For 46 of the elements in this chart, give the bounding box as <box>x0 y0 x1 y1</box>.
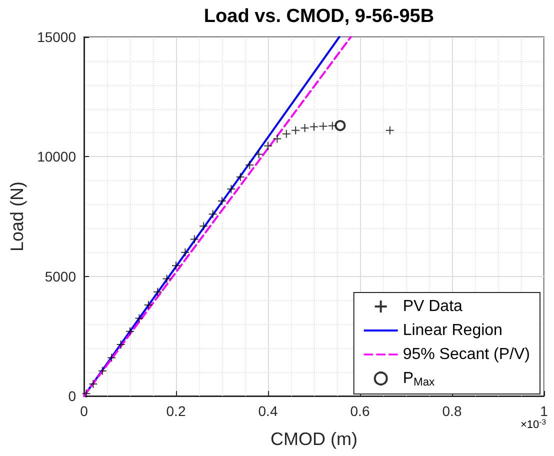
point <box>226 184 236 194</box>
x-axis-title: CMOD (m) <box>270 429 358 449</box>
point <box>264 141 272 150</box>
x-tick-label: 0.8 <box>442 403 462 419</box>
y-tick-label: 5000 <box>44 268 76 284</box>
point <box>300 123 310 132</box>
point <box>180 248 190 257</box>
point <box>282 129 291 138</box>
point <box>162 274 172 284</box>
x-tick-label: 1 <box>540 403 548 419</box>
point <box>116 340 126 350</box>
x-tick-label: 0.6 <box>350 403 370 419</box>
point <box>291 126 300 135</box>
point <box>88 380 98 389</box>
point <box>328 121 337 130</box>
point <box>107 353 116 362</box>
point <box>272 134 282 144</box>
point <box>126 326 134 336</box>
legend-label: Linear Region <box>402 322 502 339</box>
point <box>208 210 218 219</box>
point <box>199 222 208 231</box>
point <box>334 120 346 132</box>
legend-label: PV Data <box>402 298 463 315</box>
chart-title: Load vs. CMOD, 9-56-95B <box>204 6 434 27</box>
x-tick-label: 0 <box>80 403 88 419</box>
point <box>153 287 162 296</box>
legend-label: 95% Secant (P/V) <box>402 346 530 363</box>
point <box>190 234 199 244</box>
y-tick-label: 0 <box>68 388 76 404</box>
x-tick-label: 0.2 <box>166 403 186 419</box>
point <box>134 314 144 323</box>
y-axis-title: Load (N) <box>7 181 28 252</box>
point <box>82 389 91 398</box>
point <box>385 126 394 135</box>
y-tick-label: 10000 <box>37 148 76 165</box>
point <box>172 261 180 270</box>
point <box>318 122 328 131</box>
x-tick-label: 0.4 <box>258 403 278 419</box>
point <box>245 160 254 170</box>
point <box>254 150 264 159</box>
point <box>310 122 318 132</box>
point <box>236 172 245 182</box>
point <box>218 196 226 206</box>
point <box>144 300 153 310</box>
point <box>98 366 107 376</box>
y-tick-label: 15000 <box>37 29 76 45</box>
